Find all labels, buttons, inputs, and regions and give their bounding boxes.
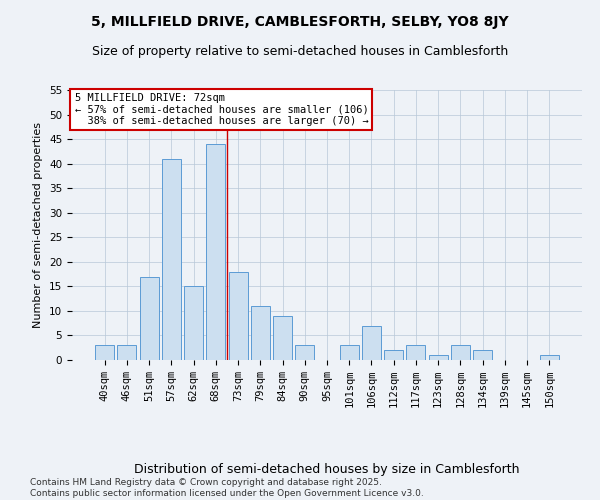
Bar bbox=[295, 346, 314, 360]
Bar bbox=[540, 355, 559, 360]
Text: Contains HM Land Registry data © Crown copyright and database right 2025.
Contai: Contains HM Land Registry data © Crown c… bbox=[30, 478, 424, 498]
Bar bbox=[162, 158, 181, 360]
Bar bbox=[273, 316, 292, 360]
Bar bbox=[206, 144, 225, 360]
Bar bbox=[429, 355, 448, 360]
Bar bbox=[251, 306, 270, 360]
Text: Size of property relative to semi-detached houses in Camblesforth: Size of property relative to semi-detach… bbox=[92, 45, 508, 58]
Text: 5, MILLFIELD DRIVE, CAMBLESFORTH, SELBY, YO8 8JY: 5, MILLFIELD DRIVE, CAMBLESFORTH, SELBY,… bbox=[91, 15, 509, 29]
Bar bbox=[118, 346, 136, 360]
X-axis label: Distribution of semi-detached houses by size in Camblesforth: Distribution of semi-detached houses by … bbox=[134, 463, 520, 476]
Bar bbox=[95, 346, 114, 360]
Bar bbox=[229, 272, 248, 360]
Bar bbox=[340, 346, 359, 360]
Bar bbox=[140, 276, 158, 360]
Text: 5 MILLFIELD DRIVE: 72sqm
← 57% of semi-detached houses are smaller (106)
  38% o: 5 MILLFIELD DRIVE: 72sqm ← 57% of semi-d… bbox=[74, 92, 368, 126]
Bar bbox=[384, 350, 403, 360]
Bar bbox=[184, 286, 203, 360]
Bar bbox=[406, 346, 425, 360]
Bar bbox=[362, 326, 381, 360]
Y-axis label: Number of semi-detached properties: Number of semi-detached properties bbox=[34, 122, 43, 328]
Bar bbox=[451, 346, 470, 360]
Bar bbox=[473, 350, 492, 360]
